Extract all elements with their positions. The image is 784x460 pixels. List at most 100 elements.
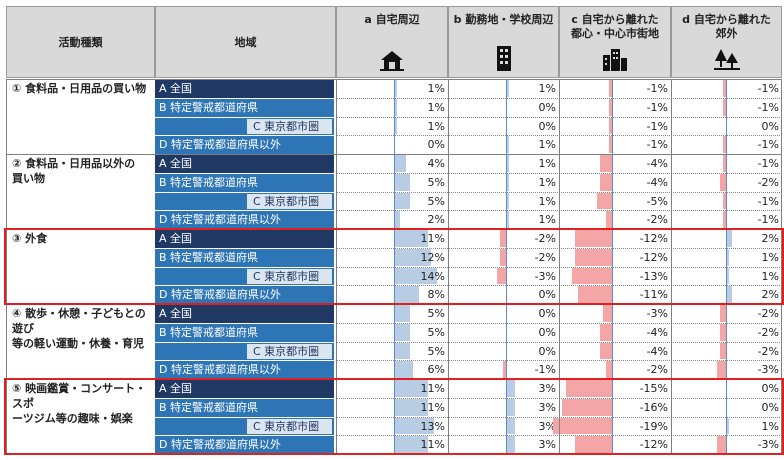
value-bar <box>722 155 726 172</box>
value-cell: -4% <box>646 175 668 189</box>
value-cell: 11% <box>420 232 445 245</box>
region-label-alert: B 特定警戒都道府県 <box>155 398 334 417</box>
value-bar <box>394 248 432 266</box>
column-header-d-label: d 自宅から離れた 郊外 <box>682 13 771 40</box>
value-cell: 5% <box>427 175 445 189</box>
value-bar <box>565 380 612 397</box>
value-cell: -3% <box>534 269 556 283</box>
value-bar <box>506 436 516 453</box>
value-bar <box>574 436 612 453</box>
value-bar <box>394 192 410 210</box>
value-cell: 0% <box>538 344 556 358</box>
value-cell: -12% <box>639 438 668 452</box>
value-bar <box>394 267 438 285</box>
region-label-tokyo-box: C 東京都市圏 <box>247 343 332 360</box>
activity-header-label: 活動種類 <box>58 36 103 49</box>
value-cell: -13% <box>639 269 668 283</box>
value-cell: 11% <box>420 400 445 414</box>
value-cell: -1% <box>646 119 668 133</box>
region-label-tokyo-box: C 東京都市圏 <box>247 118 332 135</box>
value-bar <box>506 417 516 435</box>
value-cell: 4% <box>427 157 445 170</box>
value-bar <box>496 267 506 285</box>
value-bar <box>506 380 516 397</box>
value-cell: -1% <box>757 213 779 227</box>
table-bottom-border <box>6 454 782 455</box>
column-divider <box>336 79 337 454</box>
column-header-d: d 自宅から離れた 郊外 <box>671 6 782 78</box>
zero-axis <box>394 79 395 454</box>
value-cell: 1% <box>538 82 556 95</box>
value-cell: 2% <box>761 288 779 302</box>
value-cell: 5% <box>427 307 445 320</box>
value-cell: 5% <box>427 194 445 208</box>
value-bar <box>394 173 410 191</box>
value-bar <box>571 267 612 285</box>
value-bar <box>716 436 726 453</box>
region-label-all: A 全国 <box>155 380 334 398</box>
value-bar <box>719 305 726 322</box>
value-cell: 1% <box>761 250 779 264</box>
value-bar <box>577 286 612 303</box>
column-header-a: a 自宅周辺 <box>336 6 448 78</box>
value-bar <box>608 98 612 116</box>
value-bar <box>726 286 733 303</box>
trees-icon <box>713 49 740 70</box>
value-cell: -1% <box>757 138 779 152</box>
value-bar <box>596 192 612 210</box>
activity-label: ② 食料品・日用品以外の 買い物 <box>12 157 136 185</box>
value-bar <box>719 323 726 341</box>
value-cell: 3% <box>538 382 556 395</box>
activity-label: ④ 散歩・休憩・子どもとの遊び 等の軽い運動・休養・育児 <box>12 307 146 350</box>
value-cell: 0% <box>538 119 556 133</box>
value-bar <box>499 230 506 247</box>
region-label-alert: B 特定警戒都道府県 <box>155 98 334 117</box>
value-cell: -1% <box>757 100 779 114</box>
value-cell: -1% <box>757 82 779 95</box>
column-divider <box>671 79 672 454</box>
value-cell: 1% <box>427 100 445 114</box>
region-label-tokyo-box: C 東京都市圏 <box>247 193 332 210</box>
column-header-b: b 勤務地・学校周辺 <box>448 6 559 78</box>
value-cell: 13% <box>420 419 445 433</box>
value-bar <box>394 155 407 172</box>
activity-header: 活動種類 <box>6 6 155 78</box>
value-cell: 0% <box>427 138 445 152</box>
value-cell: 6% <box>427 363 445 377</box>
value-cell: -16% <box>639 400 668 414</box>
value-cell: -5% <box>646 194 668 208</box>
value-cell: -12% <box>639 232 668 245</box>
activity-label: ① 食料品・日用品の買い物 <box>12 82 147 95</box>
region-label-other: D 特定警戒都道府県以外 <box>155 361 334 379</box>
value-bar <box>722 211 726 228</box>
value-cell: 1% <box>761 419 779 433</box>
value-bar <box>726 267 730 285</box>
value-cell: 0% <box>761 382 779 395</box>
left-border <box>6 79 7 454</box>
value-cell: 2% <box>761 232 779 245</box>
value-bar <box>506 398 516 416</box>
region-label-all: A 全国 <box>155 230 334 248</box>
value-cell: -2% <box>757 175 779 189</box>
value-cell: 0% <box>761 119 779 133</box>
region-label-alert: B 特定警戒都道府県 <box>155 323 334 342</box>
value-cell: 0% <box>538 288 556 302</box>
value-bar <box>608 136 612 153</box>
column-header-b-label: b 勤務地・学校周辺 <box>453 13 554 26</box>
region-header: 地域 <box>155 6 336 78</box>
value-bar <box>502 361 506 378</box>
value-bar <box>394 323 410 341</box>
value-bar <box>726 230 733 247</box>
column-header-a-label: a 自宅周辺 <box>364 13 420 26</box>
value-bar <box>722 192 726 210</box>
value-bar <box>599 342 612 360</box>
value-cell: -2% <box>534 232 556 245</box>
value-cell: 1% <box>538 213 556 227</box>
region-label-other: D 特定警戒都道府県以外 <box>155 436 334 454</box>
value-cell: -4% <box>646 325 668 339</box>
value-bar <box>719 173 726 191</box>
value-bar <box>716 361 726 378</box>
value-cell: 1% <box>761 269 779 283</box>
house-icon <box>380 51 404 71</box>
value-bar <box>506 155 510 172</box>
